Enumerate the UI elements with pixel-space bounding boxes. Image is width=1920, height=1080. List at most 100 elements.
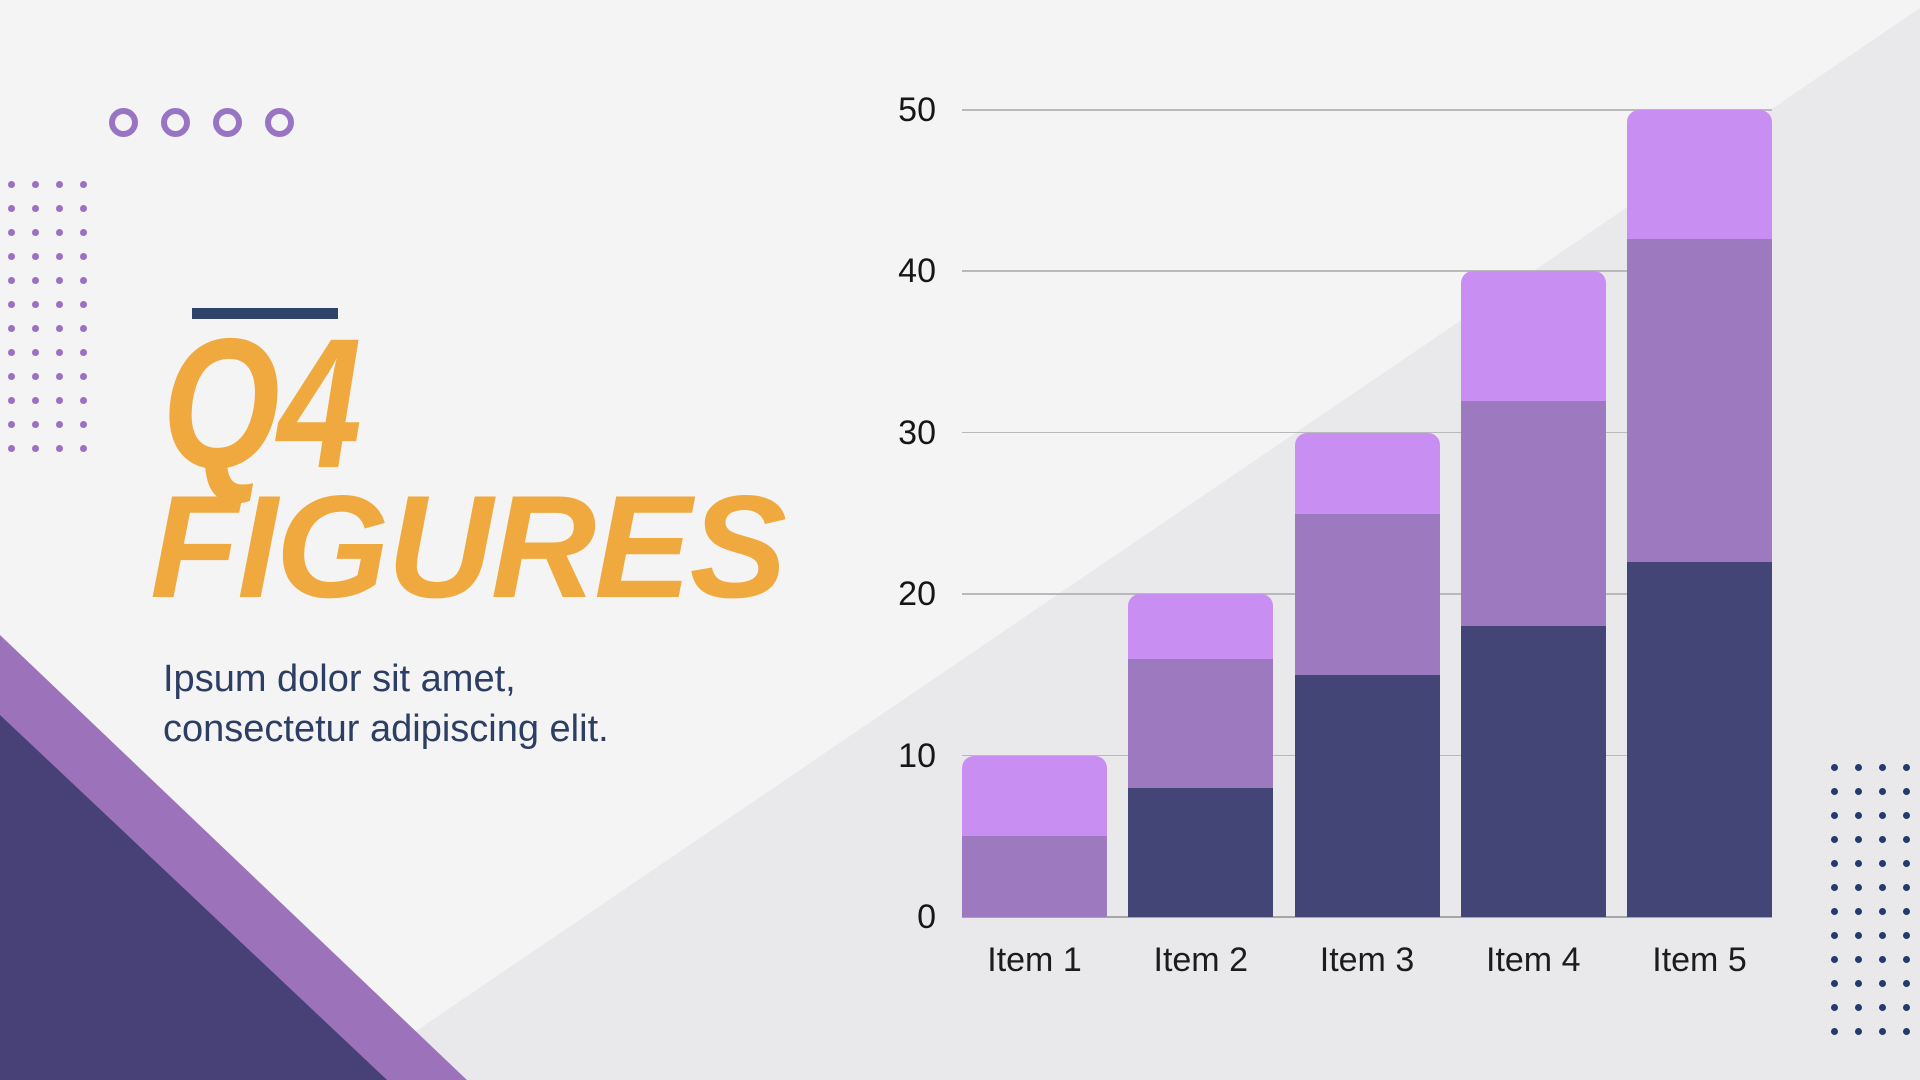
dot <box>1831 788 1838 795</box>
dot <box>8 349 15 356</box>
ring-icon <box>265 108 294 137</box>
dot <box>1855 932 1862 939</box>
dot <box>8 205 15 212</box>
dot <box>1855 764 1862 771</box>
dot <box>1831 1004 1838 1011</box>
dot <box>56 325 63 332</box>
dot <box>32 205 39 212</box>
dot <box>1879 860 1886 867</box>
dot <box>1831 836 1838 843</box>
dot <box>80 373 87 380</box>
dot <box>1879 932 1886 939</box>
top-lavender-segment <box>962 755 1107 837</box>
dot <box>8 421 15 428</box>
dot <box>1855 980 1862 987</box>
dot <box>32 421 39 428</box>
ring-decoration-row <box>109 108 294 137</box>
dot <box>8 253 15 260</box>
subtitle-line1: Ipsum dolor sit amet, <box>163 658 516 700</box>
x-tick-label: Item 5 <box>1652 941 1747 979</box>
dot <box>1879 764 1886 771</box>
y-tick-label: 0 <box>917 898 936 936</box>
subtitle-line2: consectetur adipiscing elit. <box>163 708 609 750</box>
title-accent-bar <box>192 308 338 319</box>
dot <box>80 277 87 284</box>
page-title-line1: Q4 <box>162 301 362 507</box>
dot <box>1903 1004 1910 1011</box>
dot <box>1831 860 1838 867</box>
y-tick-label: 40 <box>898 252 936 291</box>
dot <box>1903 932 1910 939</box>
dot <box>1903 860 1910 867</box>
y-tick-label: 10 <box>898 736 936 775</box>
dot <box>80 229 87 236</box>
bar-item-2 <box>1128 594 1274 917</box>
dot <box>56 301 63 308</box>
dot <box>80 325 87 332</box>
dot <box>1903 908 1910 915</box>
dot <box>1831 812 1838 819</box>
dot <box>56 397 63 404</box>
dot <box>32 397 39 404</box>
ring-icon <box>109 108 138 137</box>
dot <box>1879 836 1886 843</box>
dot <box>32 325 39 332</box>
dot <box>56 421 63 428</box>
ring-icon <box>161 108 190 137</box>
bottom-navy-segment <box>1294 674 1440 917</box>
dot <box>1903 836 1910 843</box>
dot <box>8 397 15 404</box>
dot <box>1855 1028 1862 1035</box>
dot <box>32 445 39 452</box>
middle-purple-segment <box>1460 400 1606 627</box>
dot <box>1855 812 1862 819</box>
bar-item-5 <box>1627 110 1772 917</box>
gridline <box>962 431 1772 434</box>
dot <box>32 373 39 380</box>
dot <box>1831 764 1838 771</box>
dot <box>1855 956 1862 963</box>
dot <box>32 277 39 284</box>
subtitle: Ipsum dolor sit amet, consectetur adipis… <box>163 654 609 754</box>
middle-purple-segment <box>1627 239 1772 562</box>
dot <box>56 181 63 188</box>
dot <box>8 229 15 236</box>
dot <box>1903 788 1910 795</box>
dot <box>56 277 63 284</box>
dot <box>80 445 87 452</box>
dot <box>8 277 15 284</box>
x-tick-label: Item 3 <box>1319 941 1415 979</box>
dot <box>80 349 87 356</box>
top-lavender-segment <box>1294 432 1440 514</box>
dot <box>56 253 63 260</box>
ring-icon <box>213 108 242 137</box>
dot <box>1903 764 1910 771</box>
dot <box>80 397 87 404</box>
gridline <box>962 270 1772 272</box>
dot-grid-left <box>8 181 87 452</box>
dot <box>56 373 63 380</box>
dot <box>1831 884 1838 891</box>
dot <box>1831 1028 1838 1035</box>
y-tick-label: 30 <box>898 413 936 452</box>
dot <box>1855 1004 1862 1011</box>
dot <box>56 229 63 236</box>
x-axis-line <box>962 916 1772 918</box>
y-tick-label: 20 <box>898 575 936 614</box>
dot <box>8 373 15 380</box>
bar-item-4 <box>1460 271 1606 917</box>
x-tick-label: Item 1 <box>987 941 1082 979</box>
y-axis: 0 10 20 30 40 50 <box>836 92 936 935</box>
dot <box>1831 932 1838 939</box>
dot <box>1903 812 1910 819</box>
middle-purple-segment <box>962 836 1107 917</box>
dot <box>1831 908 1838 915</box>
dot <box>32 349 39 356</box>
dot <box>56 349 63 356</box>
gridline <box>962 109 1772 111</box>
dot <box>1903 884 1910 891</box>
dot <box>80 421 87 428</box>
dot <box>32 181 39 188</box>
dot <box>32 301 39 308</box>
dot <box>8 325 15 332</box>
